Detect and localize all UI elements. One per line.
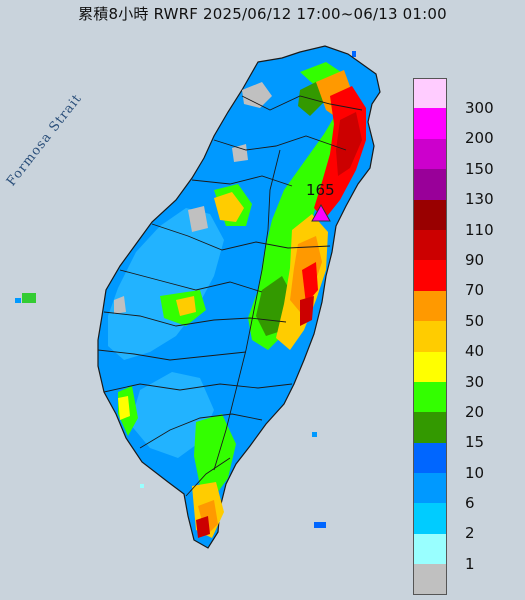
offshore-rain-cell bbox=[15, 298, 21, 303]
legend-row: 300 bbox=[413, 78, 519, 117]
no-rain-zone bbox=[232, 144, 248, 162]
very-heavy-rain-zone bbox=[336, 112, 362, 176]
very-heavy-rain-zone bbox=[302, 262, 318, 304]
light-rain-zone bbox=[108, 208, 224, 360]
legend-row: 2 bbox=[413, 503, 519, 542]
legend-label: 10 bbox=[465, 463, 485, 482]
legend-row: 30 bbox=[413, 351, 519, 391]
heavy-rain-zone bbox=[214, 192, 244, 222]
legend-label: 20 bbox=[465, 402, 485, 421]
very-heavy-rain-zone bbox=[300, 296, 314, 326]
legend-swatch bbox=[413, 381, 447, 413]
legend-swatch bbox=[413, 533, 447, 565]
moderate-rain-zone bbox=[194, 414, 236, 500]
offshore-rain-cell bbox=[312, 432, 317, 437]
legend-label: 6 bbox=[465, 494, 475, 513]
legend-swatch bbox=[413, 412, 447, 443]
legend-label: 200 bbox=[465, 129, 494, 148]
county-boundaries bbox=[97, 95, 363, 497]
peak-value-label: 165 bbox=[306, 181, 335, 199]
legend-row: 50 bbox=[413, 290, 519, 330]
legend-label: 70 bbox=[465, 281, 485, 300]
legend-swatch bbox=[413, 229, 447, 261]
precipitation-legend: 300 200 150 130 110 90 70 50 40 30 20 15 10 6 2 1 bbox=[413, 78, 519, 595]
legend-row: 20 bbox=[413, 381, 519, 421]
legend-swatch bbox=[413, 564, 447, 595]
legend-row: 6 bbox=[413, 473, 519, 512]
legend-row: 1 bbox=[413, 533, 519, 573]
heavy-rain-zone bbox=[176, 296, 196, 316]
legend-swatch bbox=[413, 473, 447, 504]
legend-label: 1 bbox=[465, 554, 475, 573]
moderate-rain-zone bbox=[248, 62, 344, 350]
legend-label: 130 bbox=[465, 190, 494, 209]
legend-label: 110 bbox=[465, 220, 494, 239]
offshore-rain-cell bbox=[22, 293, 36, 303]
legend-label: 300 bbox=[465, 99, 494, 117]
legend-label: 50 bbox=[465, 311, 485, 330]
legend-label: 90 bbox=[465, 250, 485, 269]
legend-swatch bbox=[413, 321, 447, 352]
legend-swatch bbox=[413, 351, 447, 382]
legend-label: 40 bbox=[465, 342, 485, 361]
legend-row: 130 bbox=[413, 169, 519, 208]
legend-label: 150 bbox=[465, 159, 494, 178]
legend-label: 15 bbox=[465, 433, 485, 452]
offshore-rain-cell bbox=[352, 51, 356, 57]
triangle-marker-icon bbox=[311, 204, 331, 222]
legend-swatch bbox=[413, 290, 447, 322]
heavy-rain-zone bbox=[118, 396, 130, 420]
legend-swatch bbox=[413, 138, 447, 170]
legend-swatch bbox=[413, 442, 447, 474]
legend-row: 70 bbox=[413, 260, 519, 299]
legend-row: 90 bbox=[413, 229, 519, 269]
no-rain-zone bbox=[242, 82, 272, 108]
no-rain-zone bbox=[114, 296, 126, 314]
legend-row: 150 bbox=[413, 138, 519, 178]
map-title: 累積8小時 RWRF 2025/06/12 17:00~06/13 01:00 bbox=[78, 5, 447, 23]
legend-row bbox=[413, 564, 519, 595]
legend-swatch bbox=[413, 260, 447, 291]
legend-row: 110 bbox=[413, 199, 519, 239]
legend-label: 30 bbox=[465, 372, 485, 391]
legend-row: 40 bbox=[413, 321, 519, 360]
legend-label: 2 bbox=[465, 524, 475, 543]
legend-swatch bbox=[413, 78, 447, 109]
offshore-rain-cell bbox=[314, 522, 326, 528]
legend-row: 200 bbox=[413, 108, 519, 147]
very-heavy-rain-zone bbox=[196, 516, 210, 538]
legend-swatch bbox=[413, 169, 447, 200]
legend-row: 15 bbox=[413, 412, 519, 451]
legend-swatch bbox=[413, 108, 447, 139]
offshore-rain-cell bbox=[140, 484, 144, 488]
legend-row: 10 bbox=[413, 442, 519, 482]
legend-swatch bbox=[413, 503, 447, 534]
light-rain-zone bbox=[130, 372, 214, 458]
legend-swatch bbox=[413, 199, 447, 230]
no-rain-zone bbox=[188, 206, 208, 232]
